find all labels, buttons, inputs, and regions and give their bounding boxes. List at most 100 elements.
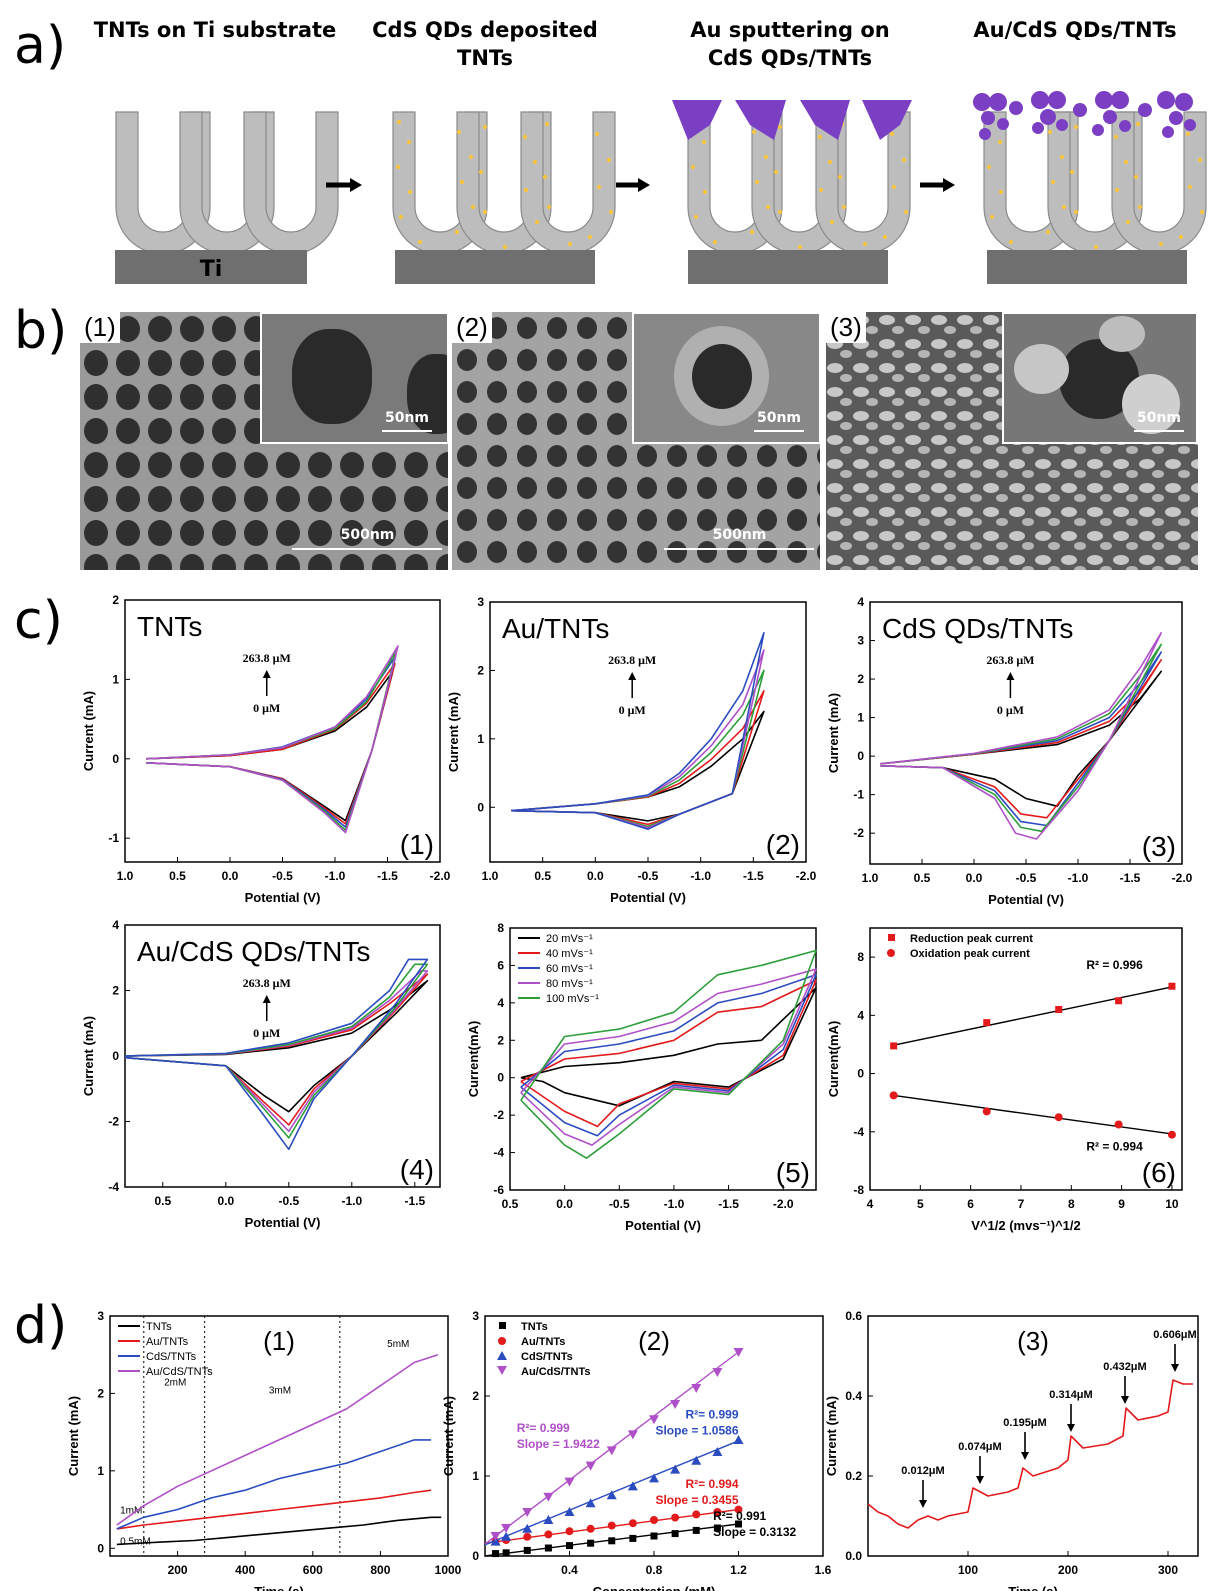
panel-number-d1: (1) bbox=[263, 1326, 295, 1356]
x-tick-label-c5: 0.5 bbox=[502, 1197, 519, 1211]
step-arrow-label-d3: 0.074μM bbox=[958, 1441, 1001, 1453]
chart-d1: 200 400 600 800 1000 0 1 2 3 Time (s) Current (mA)… bbox=[66, 1309, 462, 1591]
panel-label-b: b) bbox=[14, 301, 68, 361]
x-tick-label-c1: -2.0 bbox=[430, 869, 451, 883]
sem-tag-1: (1) bbox=[80, 312, 120, 344]
data-point-d2 bbox=[607, 1521, 616, 1530]
schematic-diagram: Ti bbox=[115, 91, 1207, 284]
chart-c2: 1.0 0.5 0.0 -0.5 -1.0 -1.5 -2.0 0 1 2 3 Potential (… bbox=[446, 595, 817, 905]
x-tick-label-c3: 0.0 bbox=[966, 871, 983, 885]
chart-title-c2: Au/TNTs bbox=[502, 613, 609, 644]
plot-frame-d1 bbox=[109, 1315, 449, 1557]
r2-label-d2-0: R²= 0.991 bbox=[713, 1509, 766, 1523]
y-axis-label-c1: Current (mA) bbox=[81, 691, 96, 771]
x-axis-label-d2: Concentration (mM) bbox=[593, 1584, 716, 1591]
y-tick-label-c5: -6 bbox=[493, 1183, 504, 1197]
series-line-c4-0 bbox=[124, 979, 429, 1113]
legend-label-c5: 60 mVs⁻¹ bbox=[546, 963, 593, 975]
y-axis-label-c6: Current(mA) bbox=[826, 1021, 841, 1098]
step-arrow-label-d3: 0.012μM bbox=[901, 1465, 944, 1477]
chart-c4: 0.5 0.0 -0.5 -1.0 -1.5 -4 -2 0 2 4 Potential (V) Cu… bbox=[81, 918, 441, 1230]
data-point-d2 bbox=[564, 1477, 575, 1487]
legend-label-d2: CdS/TNTs bbox=[521, 1351, 573, 1363]
step-arrow-head-d3 bbox=[976, 1476, 984, 1484]
slope-label-d2-1: Slope = 0.3455 bbox=[655, 1493, 738, 1507]
data-point-d2 bbox=[543, 1515, 554, 1524]
step-arrow-head-d3 bbox=[919, 1500, 927, 1508]
legend-label-d1: CdS/TNTs bbox=[146, 1351, 197, 1363]
panel-label-a: a) bbox=[14, 16, 67, 76]
series-line-c3-4 bbox=[880, 632, 1162, 840]
x-axis-label-d3: Time (s) bbox=[1008, 1584, 1058, 1591]
y-tick-label-c3: 2 bbox=[857, 672, 864, 686]
x-tick-label-c3: 0.5 bbox=[914, 871, 931, 885]
x-axis-label-c5: Potential (V) bbox=[625, 1218, 701, 1233]
data-point-d2 bbox=[564, 1507, 575, 1516]
r2-label-c6-0: R² = 0.996 bbox=[1086, 958, 1143, 972]
data-point-d2 bbox=[713, 1508, 722, 1516]
series-line-c2-0 bbox=[511, 710, 765, 822]
x-tick-label-c3: -2.0 bbox=[1172, 871, 1193, 885]
x-tick-label-c3: -0.5 bbox=[1016, 871, 1037, 885]
x-tick-label-c6: 5 bbox=[917, 1197, 924, 1211]
x-tick-label-d2: 1.6 bbox=[815, 1563, 832, 1577]
data-point-d2 bbox=[585, 1461, 596, 1471]
x-axis-label-c6: V^1/2 (mvs⁻¹)^1/2 bbox=[971, 1218, 1080, 1233]
y-tick-label-c5: 0 bbox=[497, 1071, 504, 1085]
region-label: 0.5mM bbox=[120, 1536, 151, 1547]
sem-tag-3: (3) bbox=[826, 312, 866, 344]
series-line-c1-3 bbox=[145, 650, 397, 831]
step-arrow-label-d3: 0.195μM bbox=[1003, 1417, 1046, 1429]
sem-image-1: (1) 50nm 500nm bbox=[80, 312, 448, 570]
legend-swatch-d2 bbox=[497, 1366, 507, 1375]
legend-label-c5: 100 mVs⁻¹ bbox=[546, 993, 599, 1005]
y-tick-label-c6: 0 bbox=[857, 1067, 864, 1081]
x-axis-label-c2: Potential (V) bbox=[610, 890, 686, 905]
x-tick-label-c6: 6 bbox=[967, 1197, 974, 1211]
data-point-d2 bbox=[585, 1498, 596, 1508]
y-tick-label-c4: 2 bbox=[112, 984, 119, 998]
series-line-c4-4 bbox=[124, 958, 429, 1151]
x-tick-label-c2: -0.5 bbox=[638, 869, 659, 883]
x-tick-label-c6: 7 bbox=[1018, 1197, 1025, 1211]
x-tick-label-c2: -1.5 bbox=[743, 869, 764, 883]
sem-tag-2: (2) bbox=[452, 312, 492, 344]
x-axis-label-c4: Potential (V) bbox=[245, 1215, 321, 1230]
x-tick-label-c6: 4 bbox=[867, 1197, 874, 1211]
y-tick-label-c2: 3 bbox=[477, 595, 484, 609]
y-tick-label-d1: 3 bbox=[97, 1309, 104, 1323]
panel-number-c2: (2) bbox=[766, 829, 800, 860]
x-tick-label-c4: -1.5 bbox=[404, 1194, 425, 1208]
legend-label-c5: 20 mVs⁻¹ bbox=[546, 933, 593, 945]
series-line-d1-3 bbox=[116, 1353, 439, 1526]
y-tick-label-c6: -8 bbox=[853, 1183, 864, 1197]
data-point-d2 bbox=[501, 1524, 512, 1533]
data-point-c6 bbox=[1055, 1006, 1063, 1014]
conc-arrow-head-c1 bbox=[262, 670, 271, 678]
data-point-d2 bbox=[692, 1526, 700, 1534]
legend-label-d2: TNTs bbox=[521, 1321, 548, 1333]
step-arrow-head-d3 bbox=[1067, 1424, 1075, 1432]
step-arrow-head-d3 bbox=[1121, 1396, 1129, 1404]
sem-main-scale-2: 500nm bbox=[712, 527, 767, 543]
data-point-d2 bbox=[502, 1549, 510, 1557]
r2-label-d2-1: R²= 0.994 bbox=[685, 1477, 738, 1491]
chart-c1: 1.0 0.5 0.0 -0.5 -1.0 -1.5 -2.0 -1 0 1 2 Potential … bbox=[81, 593, 451, 905]
data-point-d2 bbox=[733, 1435, 744, 1444]
conc-arrow-head-c4 bbox=[262, 995, 271, 1003]
x-tick-label-d3: 100 bbox=[958, 1563, 978, 1577]
y-tick-label-c6: 4 bbox=[857, 1008, 864, 1022]
data-point-d2 bbox=[712, 1447, 723, 1456]
step-title-3: Au sputtering on CdS QDs/TNTs bbox=[690, 18, 890, 71]
x-tick-label-c2: 0.5 bbox=[534, 869, 551, 883]
sem-image-2: (2) 50nm 500nm bbox=[452, 312, 820, 570]
region-label: 3mM bbox=[269, 1385, 291, 1396]
y-axis-label-c3: Current (mA) bbox=[826, 693, 841, 773]
data-point-d2 bbox=[566, 1542, 573, 1550]
data-point-d2 bbox=[671, 1530, 679, 1538]
series-line-d1-2 bbox=[116, 1439, 432, 1530]
data-point-d2 bbox=[650, 1516, 658, 1524]
data-point-d2 bbox=[606, 1490, 617, 1500]
legend-label-d1: TNTs bbox=[146, 1321, 172, 1333]
